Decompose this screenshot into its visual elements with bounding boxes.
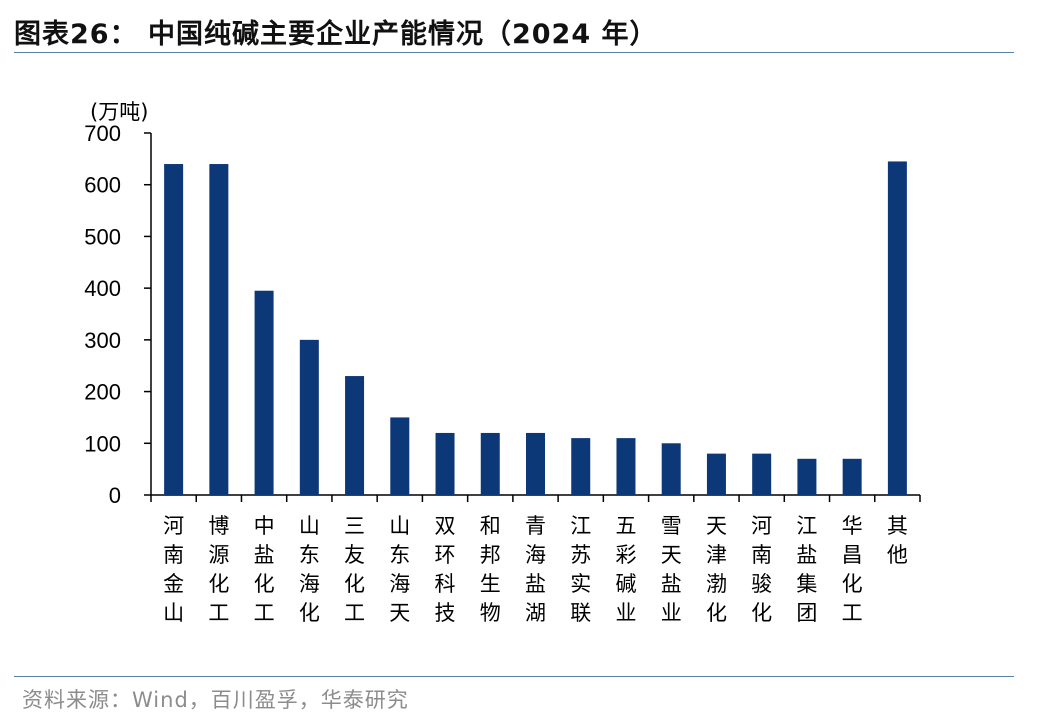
y-tick-label: 400 bbox=[84, 276, 121, 301]
y-tick-label: 600 bbox=[84, 173, 121, 198]
bar bbox=[209, 164, 229, 495]
bar bbox=[164, 164, 184, 495]
x-category-label: 天津渤化 bbox=[706, 514, 727, 625]
y-tick-label: 0 bbox=[109, 483, 121, 508]
bar-chart: 0 100 200 300 400 500 600 700 河南金山 博源化工 中盐化工 山东海化 三… bbox=[84, 121, 921, 625]
bar bbox=[526, 432, 545, 495]
y-axis-unit-label: (万吨) bbox=[90, 100, 149, 124]
x-category-label: 双环科技 bbox=[435, 514, 456, 625]
y-axis: 0 100 200 300 400 500 600 700 bbox=[84, 121, 152, 508]
footer-divider bbox=[14, 676, 1014, 677]
bar bbox=[571, 438, 591, 495]
figure-title: 图表26： 中国纯碱主要企业产能情况（2024 年） bbox=[14, 19, 658, 50]
bar bbox=[480, 432, 500, 495]
x-category-label: 青海盐湖 bbox=[525, 514, 546, 625]
bar bbox=[752, 453, 772, 495]
x-category-label: 华昌化工 bbox=[842, 514, 863, 625]
bar bbox=[435, 432, 455, 495]
bar-series bbox=[164, 161, 907, 495]
x-category-label: 河南金山 bbox=[163, 514, 184, 625]
x-category-label: 中盐化工 bbox=[254, 514, 275, 625]
bar bbox=[390, 417, 410, 495]
y-tick-label: 500 bbox=[84, 224, 121, 249]
y-tick-label: 200 bbox=[84, 380, 121, 405]
x-category-label: 五彩碱业 bbox=[615, 514, 636, 625]
bar bbox=[345, 376, 365, 495]
bar bbox=[797, 458, 817, 495]
bar bbox=[616, 438, 636, 495]
bar bbox=[299, 339, 319, 495]
x-category-label: 博源化工 bbox=[208, 514, 229, 625]
x-axis bbox=[150, 494, 921, 502]
bar bbox=[842, 458, 862, 495]
category-labels: 河南金山 博源化工 中盐化工 山东海化 三友化工 山东海天 双环科技 和邦生物 青海盐湖 江苏实联… bbox=[163, 514, 908, 625]
bar bbox=[706, 453, 726, 495]
bar bbox=[254, 290, 274, 495]
y-tick-label: 700 bbox=[84, 121, 121, 146]
x-category-label: 其他 bbox=[887, 514, 908, 567]
x-category-label: 雪天盐业 bbox=[661, 514, 682, 625]
title-divider bbox=[14, 52, 1014, 53]
x-category-label: 河南骏化 bbox=[751, 514, 772, 625]
x-category-label: 三友化工 bbox=[344, 514, 365, 625]
source-note: 资料来源：Wind，百川盈孚，华泰研究 bbox=[22, 688, 409, 712]
bar bbox=[887, 161, 907, 495]
x-category-label: 和邦生物 bbox=[480, 514, 501, 625]
bar bbox=[661, 443, 681, 495]
x-category-label: 江苏实联 bbox=[570, 514, 591, 625]
x-category-label: 山东海化 bbox=[299, 514, 320, 625]
x-category-label: 山东海天 bbox=[389, 514, 410, 625]
y-tick-label: 300 bbox=[84, 328, 121, 353]
x-category-label: 江盐集团 bbox=[796, 514, 817, 625]
y-tick-label: 100 bbox=[84, 431, 121, 456]
